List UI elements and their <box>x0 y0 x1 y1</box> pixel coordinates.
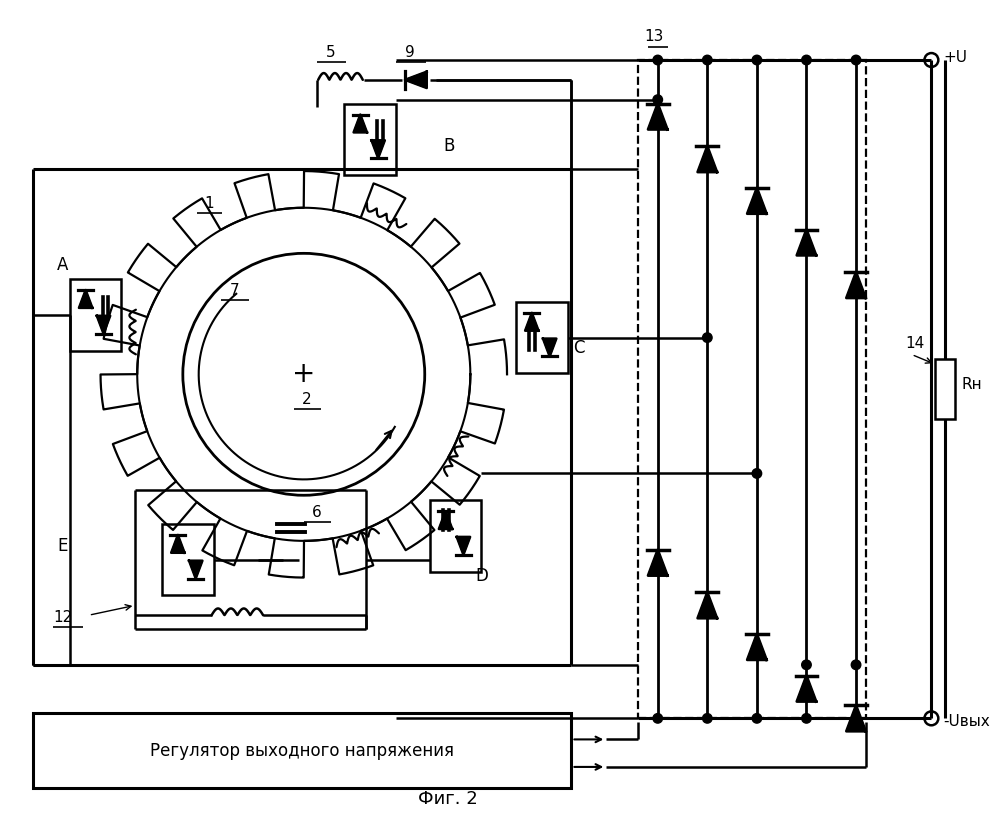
Polygon shape <box>797 229 816 256</box>
Text: D: D <box>476 567 489 585</box>
Bar <box>430 500 481 572</box>
Polygon shape <box>525 313 539 331</box>
Text: 6: 6 <box>312 505 322 520</box>
Polygon shape <box>371 140 385 158</box>
Text: 1: 1 <box>205 196 214 210</box>
Polygon shape <box>457 537 470 554</box>
Circle shape <box>851 55 861 65</box>
Bar <box>70 279 121 351</box>
Text: B: B <box>444 138 455 156</box>
Bar <box>638 60 866 718</box>
Polygon shape <box>543 338 556 356</box>
Polygon shape <box>405 71 427 88</box>
Polygon shape <box>698 147 717 172</box>
Bar <box>344 104 396 175</box>
Text: +: + <box>292 360 315 388</box>
Polygon shape <box>648 550 667 576</box>
Text: 13: 13 <box>644 29 663 44</box>
Circle shape <box>703 713 712 723</box>
Polygon shape <box>439 511 452 529</box>
Polygon shape <box>846 705 866 731</box>
Text: Фиг. 2: Фиг. 2 <box>418 790 477 808</box>
Circle shape <box>851 660 861 670</box>
Circle shape <box>703 55 712 65</box>
Polygon shape <box>797 676 816 702</box>
Polygon shape <box>846 272 866 298</box>
Polygon shape <box>698 592 717 618</box>
Text: Регулятор выходного напряжения: Регулятор выходного напряжения <box>150 741 454 759</box>
Polygon shape <box>79 290 92 308</box>
Polygon shape <box>648 104 667 129</box>
Circle shape <box>752 468 762 478</box>
Polygon shape <box>747 188 767 214</box>
Text: -Uвых: -Uвых <box>943 714 990 729</box>
Circle shape <box>802 660 811 670</box>
Circle shape <box>653 713 663 723</box>
Bar <box>935 360 955 419</box>
Text: 7: 7 <box>230 283 239 298</box>
Polygon shape <box>171 535 185 553</box>
Polygon shape <box>189 561 202 578</box>
Circle shape <box>802 55 811 65</box>
Bar <box>516 302 568 373</box>
Text: 5: 5 <box>326 45 335 60</box>
Polygon shape <box>97 316 110 333</box>
Text: Rн: Rн <box>961 377 982 391</box>
Circle shape <box>752 55 762 65</box>
Bar <box>33 713 571 788</box>
Circle shape <box>703 333 712 342</box>
Text: 2: 2 <box>302 392 312 407</box>
Circle shape <box>653 55 663 65</box>
Circle shape <box>752 713 762 723</box>
Text: A: A <box>57 256 69 274</box>
Text: C: C <box>573 338 584 356</box>
Text: +U: +U <box>943 49 967 65</box>
Text: 14: 14 <box>906 337 925 351</box>
Circle shape <box>653 95 663 105</box>
Text: 9: 9 <box>405 45 415 60</box>
Text: 12: 12 <box>53 610 72 625</box>
Bar <box>162 524 214 595</box>
Circle shape <box>802 713 811 723</box>
Polygon shape <box>747 634 767 660</box>
Polygon shape <box>354 115 367 133</box>
Text: E: E <box>58 536 68 554</box>
